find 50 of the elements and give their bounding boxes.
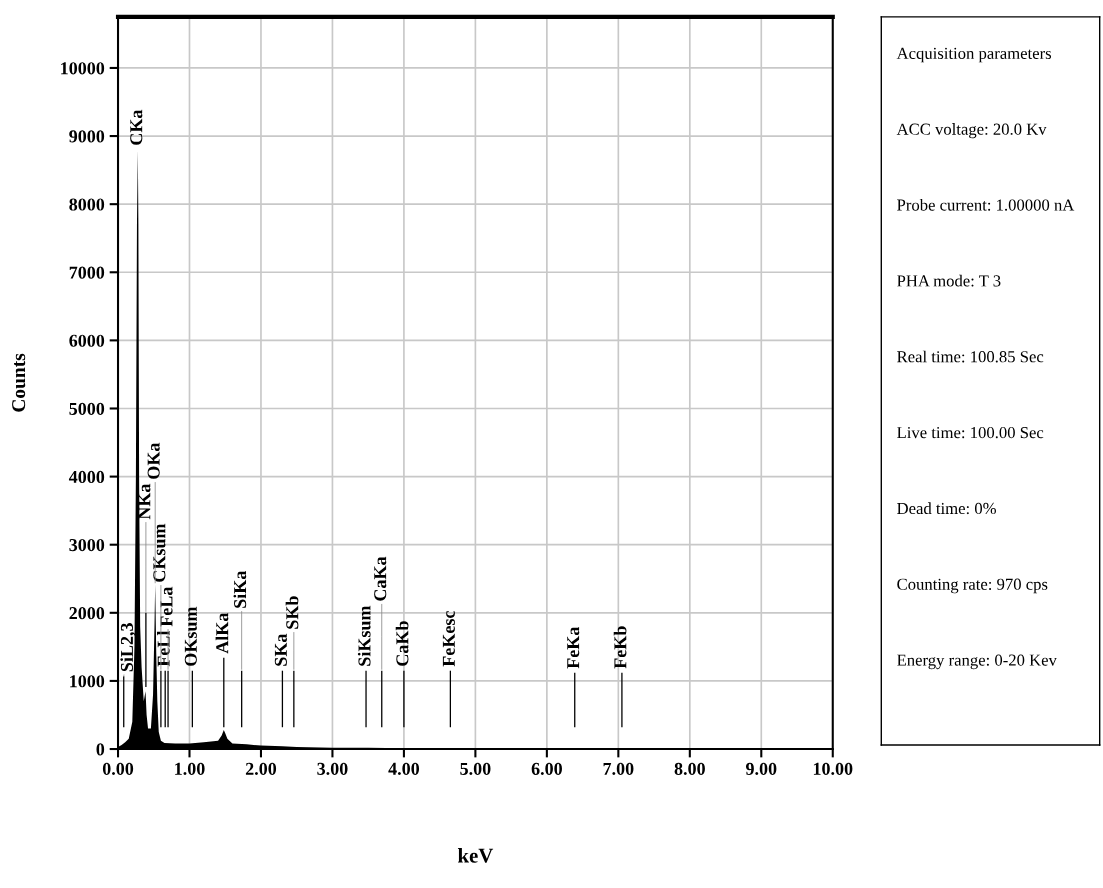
annotation: OKa — [147, 442, 160, 479]
y-tick-label: 7000 — [69, 266, 105, 279]
annotation: SiKsum — [357, 605, 371, 666]
annotation: FeLl — [157, 630, 170, 667]
text: Counting rate: 970 cps — [897, 578, 1048, 594]
y-tick-label: 10000 — [61, 62, 105, 75]
x-tick-label: 6.00 — [531, 762, 562, 776]
annotation: CKsum — [153, 523, 166, 582]
x-tick-label: 3.00 — [317, 762, 348, 776]
text: Real time: 100.85 Sec — [897, 350, 1044, 363]
annotation: SKa — [274, 633, 287, 666]
annotation: CaKb — [395, 621, 409, 666]
annotation: SKb — [285, 596, 299, 629]
text: PHA mode: T 3 — [897, 274, 1001, 287]
annotation: FeKa — [567, 626, 580, 669]
x-tick-label: 8.00 — [674, 762, 705, 776]
annotation: SiKa — [233, 570, 247, 608]
x-tick-label: 2.00 — [245, 762, 277, 776]
annotation: FeLa — [160, 586, 173, 627]
y-tick-label: 8000 — [69, 198, 105, 211]
text: Acquisition parameters — [896, 47, 1052, 63]
annotation: OKsum — [184, 606, 197, 666]
x-tick-label: 4.00 — [388, 762, 420, 776]
y-tick-label: 1000 — [70, 675, 105, 688]
annotation: AlKa — [215, 612, 229, 654]
x-tick-label: 1.00 — [175, 762, 205, 776]
annotation: CaKa — [374, 556, 387, 601]
y-tick-label: 2000 — [69, 607, 105, 620]
x-tick-label: 0.00 — [102, 762, 134, 776]
y-tick-label: 6000 — [69, 334, 105, 347]
x-axis-title: keV — [457, 848, 494, 863]
text: ACC voltage: 20.0 Kv — [896, 123, 1047, 139]
y-tick-label: 9000 — [69, 130, 105, 143]
x-tick-label: 7.00 — [603, 762, 634, 776]
text: Dead time: 0% — [897, 502, 996, 515]
annotation: CKa — [130, 109, 143, 145]
x-tick-label: 10.00 — [813, 762, 853, 776]
y-tick-label: 4000 — [68, 470, 105, 484]
y-tick-label: 5000 — [69, 402, 105, 415]
annotation: FeKb — [613, 626, 627, 669]
y-tick-label: 0 — [96, 743, 105, 756]
annotation: FeKesc — [442, 611, 455, 667]
text: Probe current: 1.00000 nA — [897, 198, 1075, 211]
x-tick-label: 9.00 — [745, 762, 777, 776]
y-axis-title: Counts — [12, 353, 26, 412]
y-tick-label: 3000 — [69, 538, 105, 552]
text: Energy range: 0-20 Kev — [897, 654, 1057, 670]
x-tick-label: 5.00 — [460, 762, 491, 776]
text: Live time: 100.00 Sec — [897, 426, 1044, 439]
annotation: SiL2,3 — [120, 623, 136, 672]
